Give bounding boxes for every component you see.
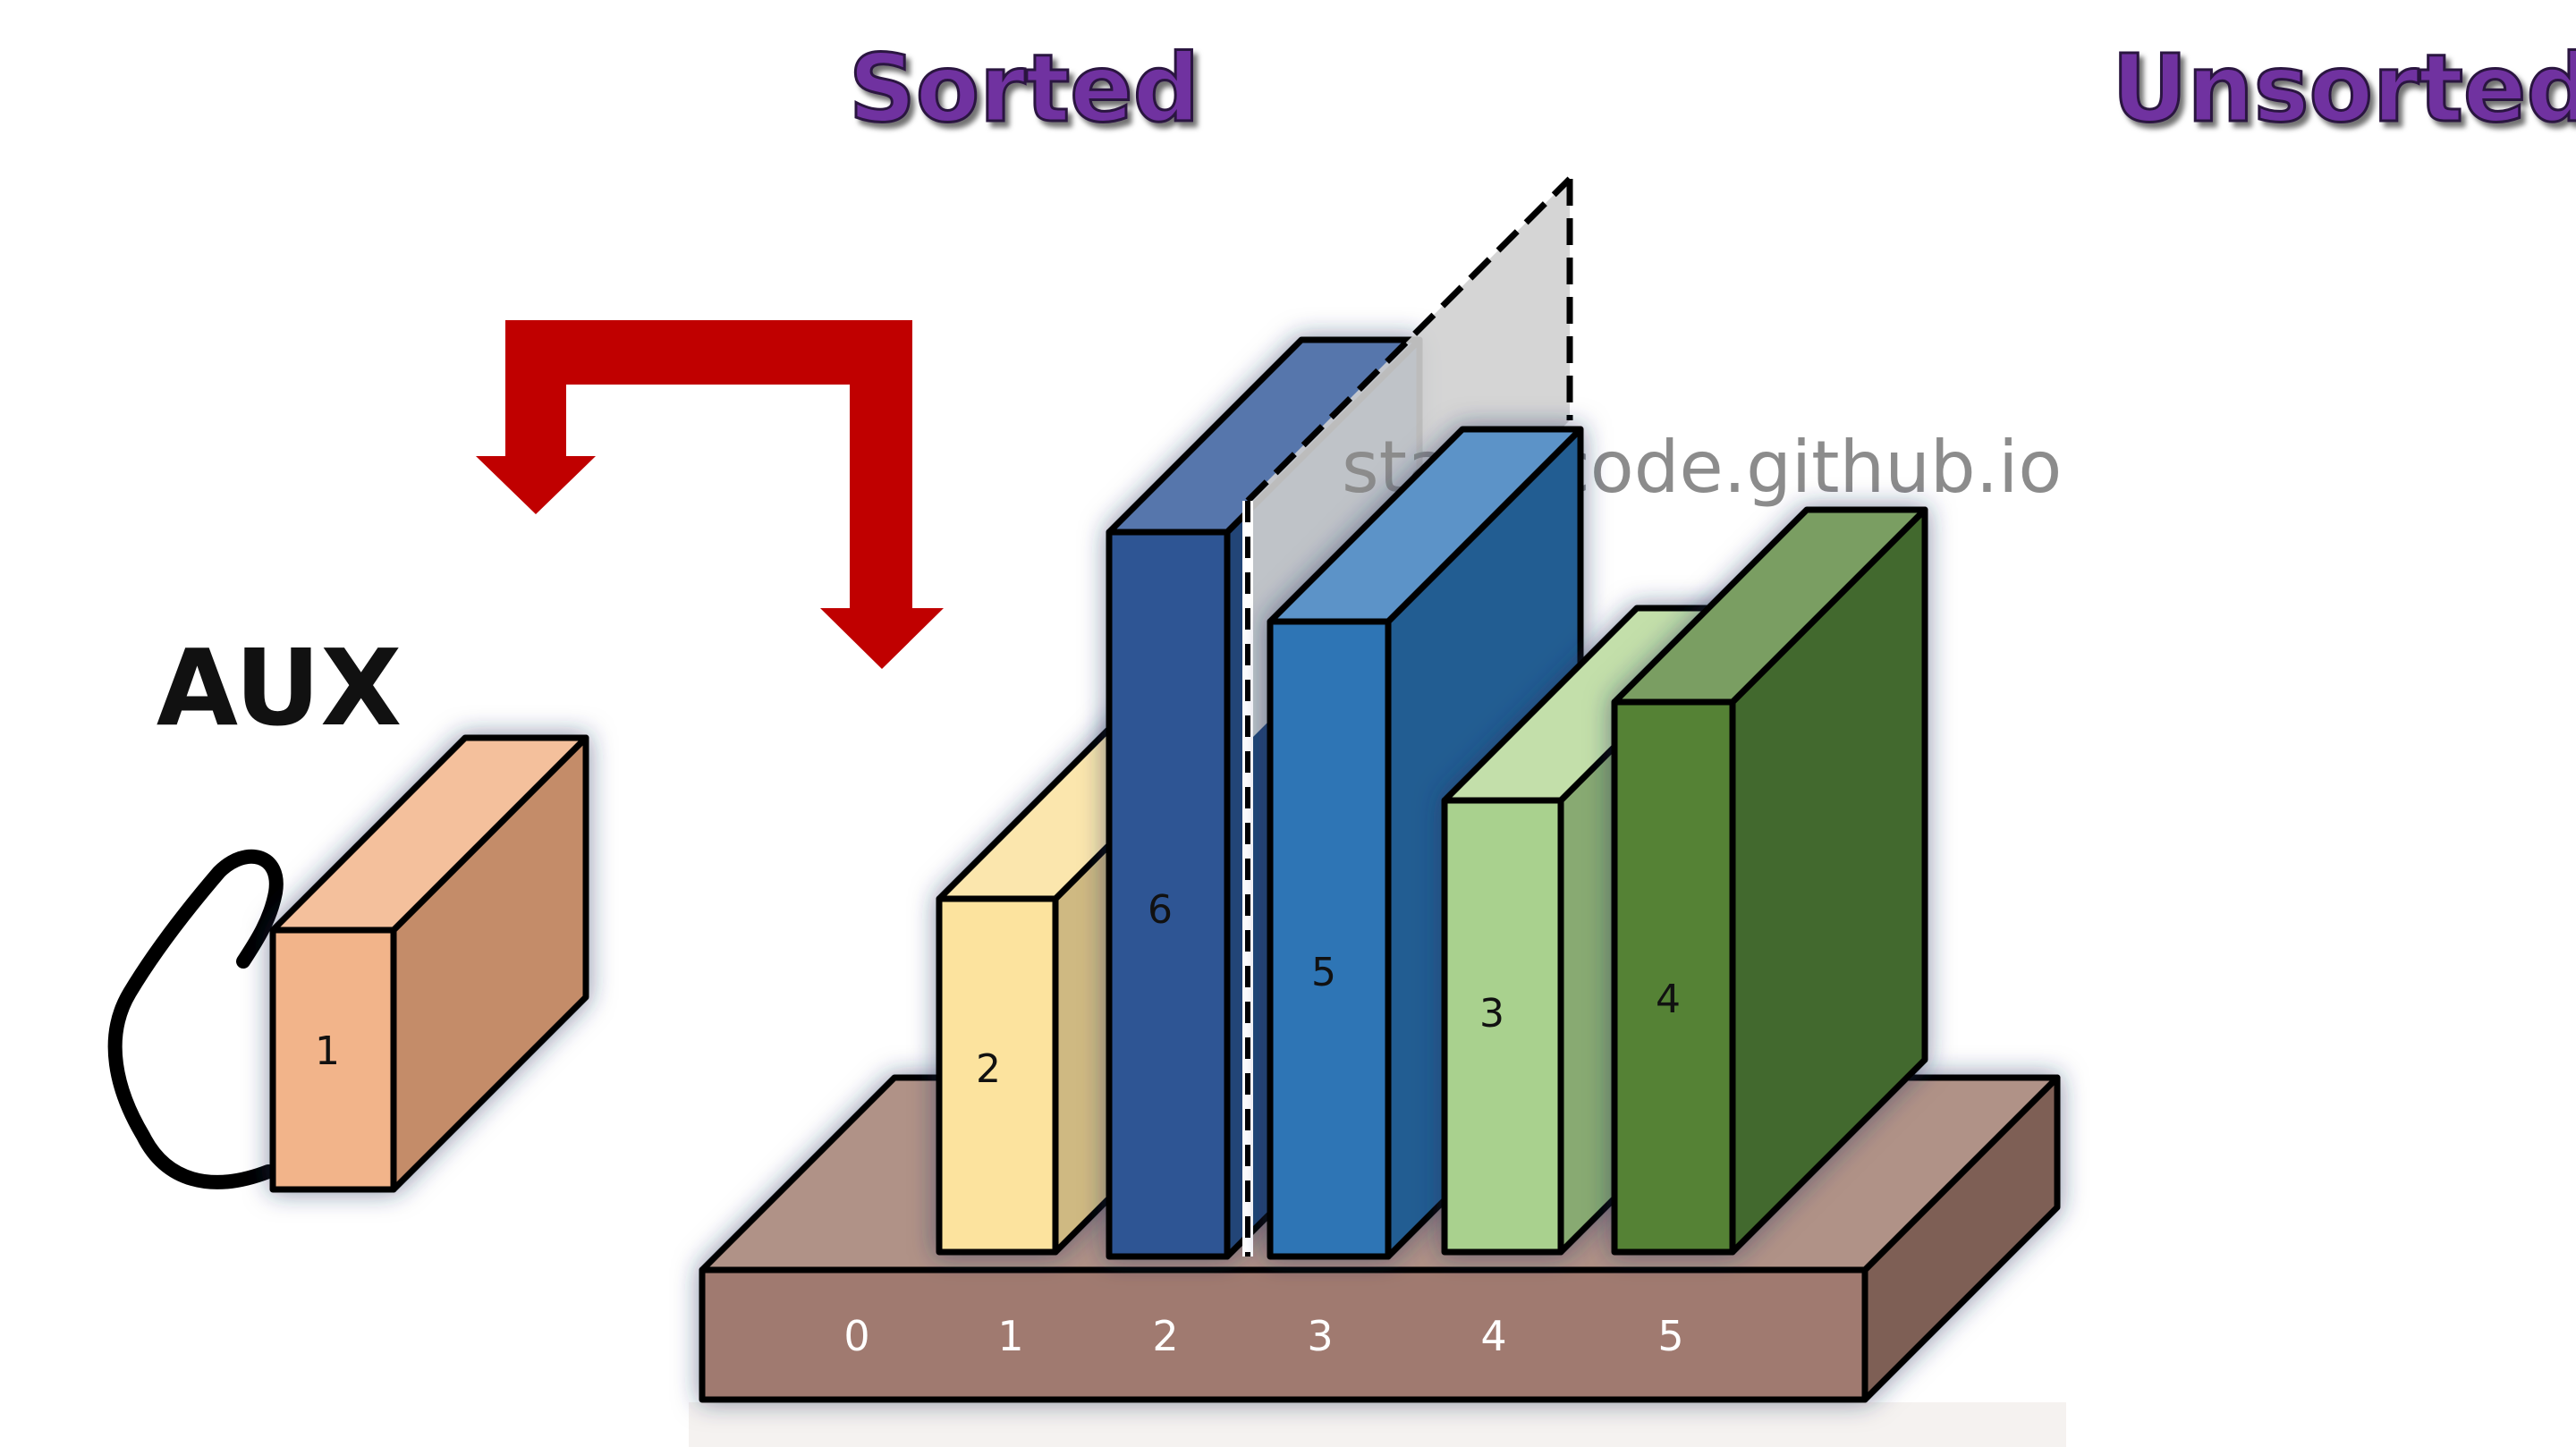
array-index: 0 <box>843 1312 869 1360</box>
array-block-value: 4 <box>1656 977 1681 1022</box>
unsorted-heading: Unsorted <box>2112 34 2576 143</box>
aux-block <box>269 734 589 1193</box>
hand-icon <box>107 849 284 1189</box>
aux-reflection <box>259 1194 599 1328</box>
base-reflection <box>689 1402 2066 1447</box>
array-index: 5 <box>1657 1312 1683 1360</box>
array-index: 1 <box>997 1312 1023 1360</box>
array-index: 2 <box>1152 1312 1178 1360</box>
aux-block-value: 1 <box>315 1028 340 1074</box>
array-index: 4 <box>1480 1312 1506 1360</box>
move-arrow-icon <box>476 320 944 669</box>
sorted-heading: Sorted <box>849 34 1199 143</box>
array-block-value: 2 <box>976 1046 1001 1092</box>
array-block-value: 5 <box>1311 950 1336 995</box>
aux-label: AUX <box>157 626 402 749</box>
array-index: 3 <box>1307 1312 1333 1360</box>
array-block <box>1611 506 1928 1256</box>
array-block-value: 3 <box>1479 991 1504 1037</box>
array-block-value: 6 <box>1148 887 1173 933</box>
